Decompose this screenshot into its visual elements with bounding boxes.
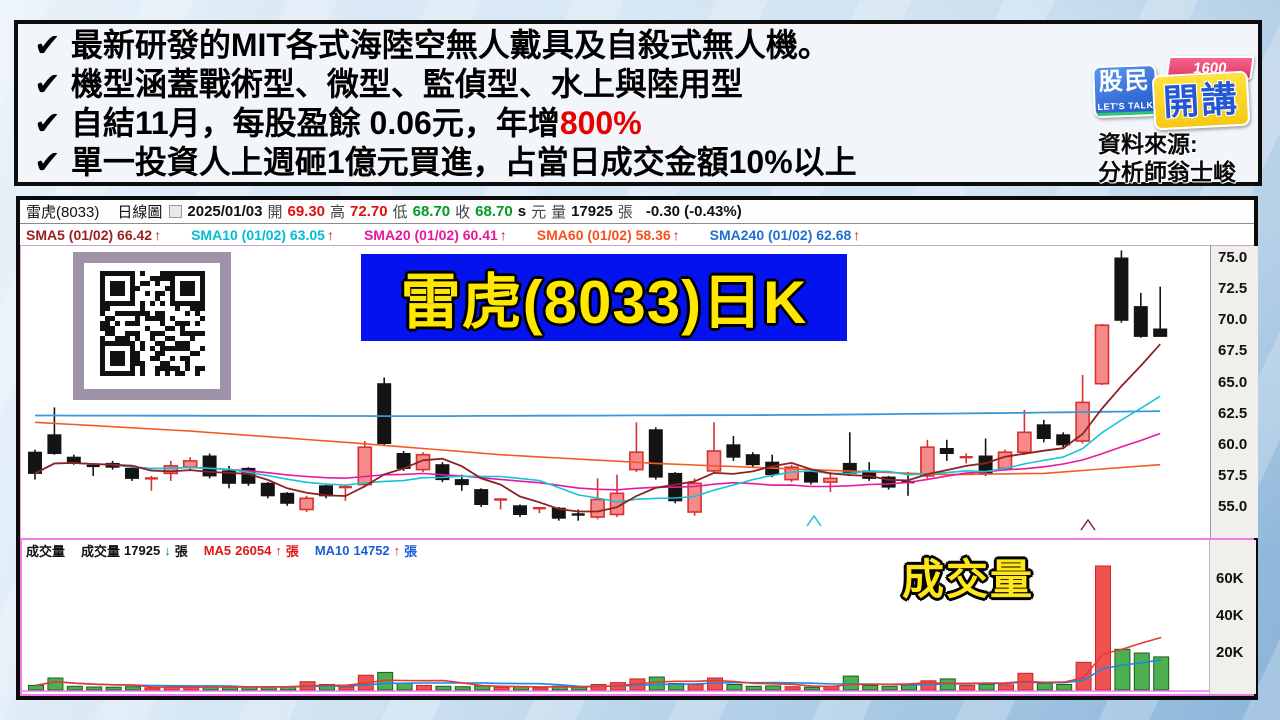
checkbox-icon[interactable] (169, 205, 183, 218)
unit-label: 元 (531, 204, 547, 221)
volume-number: 17925 (124, 542, 161, 558)
volume-unit-label: 張 (174, 543, 188, 559)
volume-down-arrow-icon: ↓ (164, 542, 171, 558)
candlestick-plot (21, 246, 1254, 543)
price-tick: 72.5 (1218, 280, 1248, 298)
candlestick-chart: 75.0 72.5 70.0 67.5 65.0 62.5 60.0 57.5 55.0 雷虎(… (20, 246, 1258, 538)
stock-chart-panel: 雷虎(8033) 日線圖 2025/01/03 開 69.30 高 72.70 … (16, 196, 1258, 700)
chart-header-bar: 雷虎(8033) 日線圖 2025/01/03 開 69.30 高 72.70 … (20, 200, 1254, 224)
close-value: 68.70 (475, 203, 513, 220)
vol-ma5-up-arrow-icon: ↑ (275, 542, 282, 558)
price-axis: 75.0 72.5 70.0 67.5 65.0 62.5 60.0 57.5 55.0 (1210, 246, 1258, 538)
sma-legend-sma60: SMA60 (01/02) 58.36 ↑ (536, 226, 680, 243)
price-tick: 60.0 (1218, 435, 1248, 453)
high-value: 72.70 (350, 203, 388, 220)
volume-axis: 60K 40K 20K (1209, 540, 1256, 694)
check-icon: ✔ (34, 105, 61, 141)
change-value: -0.30 (-0.43%) (645, 203, 742, 220)
volume-pane-title: 成交量 (26, 543, 66, 559)
logo-sub-text: LET'S TALK (1097, 100, 1154, 116)
qr-pattern (99, 271, 205, 381)
vol-ma10-unit: 張 (404, 543, 418, 559)
volume-name-label: 成交量 (81, 543, 121, 559)
source-credit: 資料來源: 分析師翁士峻 (1098, 130, 1236, 186)
headline-banner: ✔ 最新研發的MIT各式海陸空無人戴具及自殺式無人機。 ✔ 機型涵蓋戰術型、微型、監偵… (14, 20, 1262, 186)
bullet-text: 單一投資人上週砸1億元買進，占當日成交金額10%以上 (70, 144, 857, 180)
vol-ma5-label: MA5 (203, 542, 232, 558)
session-flag: s (517, 203, 527, 220)
high-label: 高 (330, 204, 346, 221)
bullet-line-2: ✔ 機型涵蓋戰術型、微型、監偵型、水上與陸用型 (34, 65, 1258, 104)
close-label: 收 (455, 204, 471, 221)
up-arrow-icon: ↑ (672, 226, 680, 243)
bullet-line-4: ✔ 單一投資人上週砸1億元買進，占當日成交金額10%以上 (34, 143, 1258, 182)
chart-date: 2025/01/03 (187, 203, 263, 220)
up-arrow-icon: ↑ (326, 226, 334, 243)
price-tick: 55.0 (1218, 498, 1248, 515)
volume-label: 量 (551, 204, 567, 221)
sma-legend-sma5: SMA5 (01/02) 66.42 ↑ (26, 226, 162, 243)
open-label: 開 (267, 204, 283, 221)
up-arrow-icon: ↑ (853, 226, 861, 243)
price-tick: 75.0 (1218, 249, 1248, 266)
volume-value: 17925 (571, 203, 613, 220)
qr-code (73, 252, 231, 400)
logo-main-text: 股民 (1098, 67, 1152, 96)
bullet-line-1: ✔ 最新研發的MIT各式海陸空無人戴具及自殺式無人機。 (34, 26, 1258, 65)
up-arrow-icon: ↑ (154, 226, 162, 243)
volume-tick: 60K (1216, 570, 1244, 587)
bullet-text: 機型涵蓋戰術型、微型、監偵型、水上與陸用型 (70, 66, 743, 102)
check-icon: ✔ (34, 27, 61, 63)
source-line2: 分析師翁士峻 (1098, 159, 1236, 185)
vol-ma10-value: 14752 (353, 542, 390, 558)
price-tick: 70.0 (1218, 311, 1248, 329)
volume-unit: 張 (617, 204, 633, 221)
price-tick: 67.5 (1218, 342, 1248, 360)
bullet-line-3: ✔ 自結11月，每股盈餘 0.06元，年增800% (34, 104, 1258, 143)
sma-legend-sma240: SMA240 (01/02) 62.68 ↑ (709, 226, 861, 243)
price-tick: 65.0 (1218, 373, 1248, 391)
up-arrow-icon: ↑ (499, 226, 507, 243)
low-value: 68.70 (412, 203, 451, 220)
show-logo: 1600 股民 LET'S TALK 開講 (1092, 56, 1257, 131)
stock-symbol: 雷虎(8033) (26, 204, 100, 221)
vol-ma10-label: MA10 (314, 542, 350, 558)
bullet-highlight: 800% (559, 105, 642, 141)
qr-code-inner (84, 263, 220, 389)
volume-tick: 20K (1216, 644, 1244, 661)
logo-speech-bubble: 股民 LET'S TALK (1092, 63, 1158, 119)
sma-legend-row: SMA5 (01/02) 66.42 ↑ SMA10 (01/02) 63.05 ↑ S… (20, 224, 1254, 246)
bullet-text: 自結11月，每股盈餘 0.06元，年增 (70, 105, 560, 141)
low-label: 低 (392, 204, 408, 221)
volume-tick: 40K (1216, 607, 1244, 624)
volume-pane: 成交量 成交量 17925 ↓ 張 MA5 26054 ↑ 張 MA10 147… (20, 538, 1256, 696)
vol-ma5-unit: 張 (285, 543, 299, 559)
source-line1: 資料來源: (1098, 131, 1198, 157)
sma-legend-sma20: SMA20 (01/02) 60.41 ↑ (363, 226, 507, 243)
chart-type-label: 日線圖 (117, 204, 163, 221)
vol-ma10-up-arrow-icon: ↑ (393, 542, 401, 558)
price-tick: 57.5 (1218, 466, 1248, 484)
bullet-list: ✔ 最新研發的MIT各式海陸空無人戴具及自殺式無人機。 ✔ 機型涵蓋戰術型、微型、監偵… (34, 26, 1258, 182)
bullet-text: 最新研發的MIT各式海陸空無人戴具及自殺式無人機。 (70, 27, 830, 63)
sma-legend-sma10: SMA10 (01/02) 63.05 ↑ (191, 226, 334, 243)
volume-plot (22, 560, 1211, 694)
price-tick: 62.5 (1218, 404, 1248, 422)
logo-right-text: 開講 (1151, 70, 1251, 131)
open-value: 69.30 (287, 203, 326, 220)
chart-title-overlay: 雷虎(8033)日K (361, 254, 847, 341)
volume-title-overlay: 成交量 (902, 556, 1035, 603)
check-icon: ✔ (34, 144, 61, 180)
volume-header-bar: 成交量 成交量 17925 ↓ 張 MA5 26054 ↑ 張 MA10 147… (22, 540, 1252, 560)
vol-ma5-value: 26054 (235, 542, 272, 558)
check-icon: ✔ (34, 66, 61, 102)
